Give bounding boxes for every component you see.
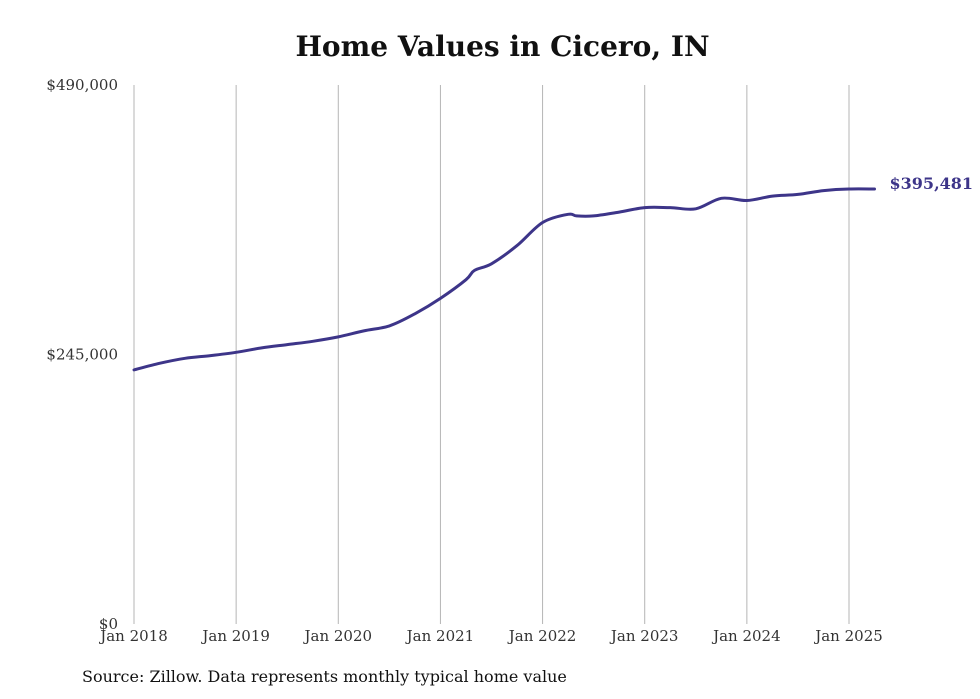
x-tick-label: Jan 2019 bbox=[200, 627, 270, 645]
y-axis-tick-labels: $0 $245,000 $490,000 bbox=[46, 76, 118, 633]
x-tick-label: Jan 2023 bbox=[609, 627, 679, 645]
x-tick-label: Jan 2025 bbox=[813, 627, 883, 645]
x-tick-label: Jan 2021 bbox=[405, 627, 475, 645]
x-tick-label: Jan 2018 bbox=[98, 627, 168, 645]
x-axis-tick-labels: Jan 2018 Jan 2019 Jan 2020 Jan 2021 Jan 2022… bbox=[98, 627, 883, 645]
home-value-series-line bbox=[132, 187, 876, 372]
chart-source-note: Source: Zillow. Data represents monthly … bbox=[82, 667, 567, 686]
last-value-label: $395,481 bbox=[890, 174, 974, 193]
vertical-grid-lines bbox=[133, 85, 850, 624]
x-tick-label: Jan 2020 bbox=[303, 627, 373, 645]
y-tick-label: $490,000 bbox=[46, 76, 118, 94]
x-tick-label: Jan 2022 bbox=[507, 627, 577, 645]
y-tick-label: $245,000 bbox=[46, 346, 118, 364]
chart-title: Home Values in Cicero, IN bbox=[295, 30, 710, 63]
y-tick-label: $0 bbox=[99, 615, 118, 633]
x-tick-label: Jan 2024 bbox=[711, 627, 781, 645]
